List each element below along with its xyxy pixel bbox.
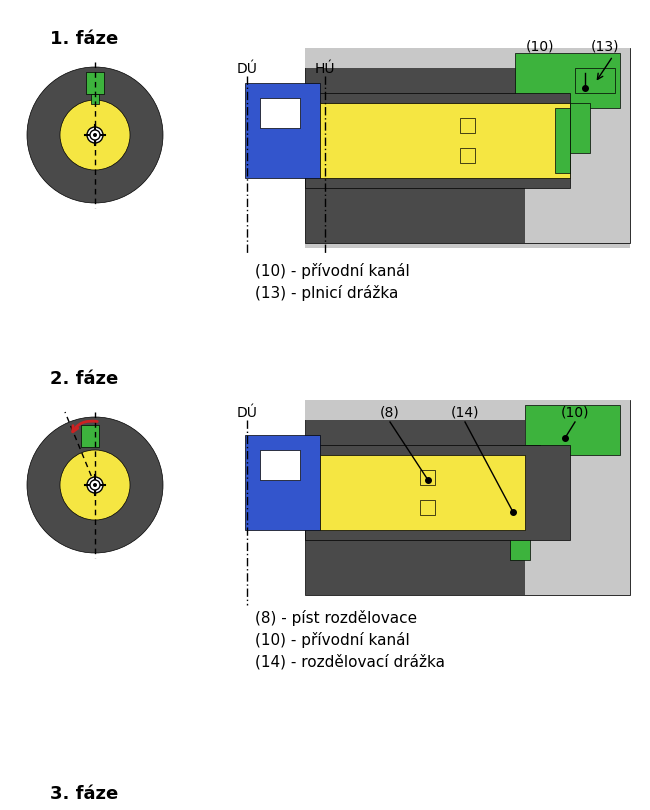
Circle shape xyxy=(27,67,163,203)
Text: HÚ: HÚ xyxy=(315,62,335,76)
Bar xyxy=(90,130,100,140)
Bar xyxy=(81,425,99,447)
Bar xyxy=(91,94,99,104)
Bar xyxy=(570,103,590,153)
Circle shape xyxy=(90,480,100,490)
Text: (14): (14) xyxy=(450,406,479,420)
Text: (13) - plnicí drážka: (13) - plnicí drážka xyxy=(255,285,398,301)
Text: DÚ: DÚ xyxy=(237,62,257,76)
Bar xyxy=(460,118,475,133)
Bar xyxy=(510,445,540,525)
Circle shape xyxy=(60,100,130,170)
Bar xyxy=(86,72,104,94)
FancyBboxPatch shape xyxy=(305,48,630,248)
Bar xyxy=(510,510,530,560)
Text: (13): (13) xyxy=(591,39,619,53)
Bar xyxy=(305,48,630,68)
Text: (14) - rozdělovací drážka: (14) - rozdělovací drážka xyxy=(255,654,445,670)
Bar xyxy=(320,103,570,178)
Text: (8): (8) xyxy=(380,406,400,420)
Circle shape xyxy=(87,127,103,143)
Bar xyxy=(515,53,620,108)
Bar xyxy=(305,93,570,188)
Circle shape xyxy=(93,483,97,487)
Bar xyxy=(320,455,525,530)
Bar xyxy=(525,48,630,243)
Bar xyxy=(460,148,475,163)
Circle shape xyxy=(90,130,100,140)
Bar xyxy=(260,450,300,480)
Text: (10) - přívodní kanál: (10) - přívodní kanál xyxy=(255,632,410,648)
Text: (10) - přívodní kanál: (10) - přívodní kanál xyxy=(255,263,410,279)
Bar xyxy=(245,83,320,178)
Bar xyxy=(320,103,570,178)
Bar xyxy=(305,400,630,595)
Circle shape xyxy=(87,477,103,493)
Text: DÚ: DÚ xyxy=(237,406,257,420)
Text: 2. fáze: 2. fáze xyxy=(50,370,118,388)
Bar xyxy=(305,48,630,243)
Bar xyxy=(245,435,320,530)
Bar xyxy=(420,470,435,485)
Text: 3. fáze: 3. fáze xyxy=(50,785,118,803)
Circle shape xyxy=(60,450,130,520)
Bar xyxy=(555,108,570,173)
Bar xyxy=(305,400,630,420)
Bar xyxy=(90,480,100,490)
Bar xyxy=(420,500,435,515)
Bar xyxy=(525,400,630,595)
Text: (10): (10) xyxy=(526,39,554,53)
Bar xyxy=(260,98,300,128)
Circle shape xyxy=(27,417,163,553)
Bar xyxy=(525,405,620,455)
Text: (8) - píst rozdělovacе: (8) - píst rozdělovacе xyxy=(255,610,417,626)
Text: 1. fáze: 1. fáze xyxy=(50,30,118,48)
Bar xyxy=(575,68,615,93)
Bar xyxy=(305,445,570,540)
Circle shape xyxy=(93,133,97,137)
Text: (10): (10) xyxy=(561,406,590,420)
